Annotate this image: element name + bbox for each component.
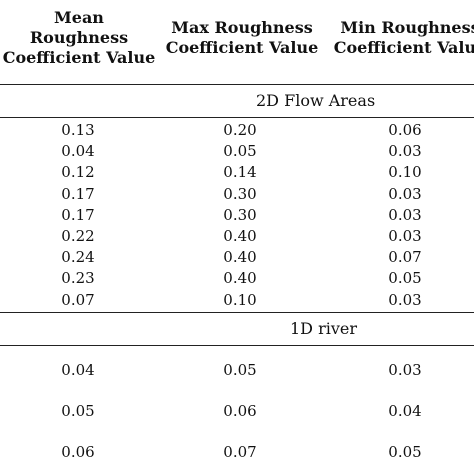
- mean-value-cell: 0.06: [61, 443, 95, 461]
- table-divider: [0, 84, 474, 85]
- max-value-cell: 0.06: [223, 402, 257, 420]
- table-row: 0.23 0.40 0.05: [0, 268, 474, 289]
- header-text: Min Roughness: [340, 18, 474, 37]
- min-value-cell: 0.10: [388, 163, 422, 182]
- max-value-cell: 0.05: [223, 361, 257, 379]
- min-value-cell: 0.06: [388, 121, 422, 139]
- header-text: Coefficient Value: [333, 38, 474, 57]
- max-value-cell: 0.30: [223, 205, 257, 224]
- header-text: Max Roughness: [171, 18, 313, 37]
- min-value-cell: 0.05: [388, 443, 422, 461]
- table-divider: [0, 117, 474, 118]
- section-title-1d-river: 1D river: [290, 319, 358, 338]
- mean-value-cell: 0.23: [61, 269, 95, 288]
- table-row: 0.22 0.40 0.03: [0, 226, 474, 247]
- header-text: Coefficient Value: [165, 38, 319, 57]
- mean-value-cell: 0.17: [61, 184, 95, 203]
- min-value-cell: 0.04: [388, 402, 422, 420]
- min-value-cell: 0.07: [388, 248, 422, 267]
- table-row: 0.13 0.20 0.06: [0, 120, 474, 141]
- mean-value-cell: 0.04: [61, 361, 95, 379]
- header-text: Coefficient Value: [2, 48, 156, 67]
- table-row: 0.05 0.06 0.04: [0, 401, 474, 422]
- section-title-2d-flow-areas: 2D Flow Areas: [256, 91, 376, 110]
- max-value-cell: 0.40: [223, 269, 257, 288]
- max-value-cell: 0.14: [223, 163, 257, 182]
- table-row: 0.07 0.10 0.03: [0, 290, 474, 311]
- mean-value-cell: 0.04: [61, 142, 95, 161]
- header-text: Mean: [54, 8, 104, 27]
- min-value-cell: 0.03: [388, 184, 422, 203]
- header-min-roughness: Min Roughness Coefficient Value: [330, 18, 474, 58]
- mean-value-cell: 0.24: [61, 248, 95, 267]
- mean-value-cell: 0.05: [61, 402, 95, 420]
- max-value-cell: 0.30: [223, 184, 257, 203]
- max-value-cell: 0.40: [223, 227, 257, 245]
- mean-value-cell: 0.13: [61, 121, 95, 139]
- table-row: 0.24 0.40 0.07: [0, 247, 474, 268]
- min-value-cell: 0.05: [388, 269, 422, 288]
- table-divider: [0, 312, 474, 313]
- table-row: 0.12 0.14 0.10: [0, 162, 474, 183]
- max-value-cell: 0.10: [223, 290, 257, 309]
- table-row: 0.17 0.30 0.03: [0, 184, 474, 205]
- min-value-cell: 0.03: [388, 361, 422, 379]
- header-text: Roughness: [29, 28, 129, 47]
- mean-value-cell: 0.22: [61, 227, 95, 245]
- mean-value-cell: 0.07: [61, 290, 95, 309]
- table-row: 0.04 0.05 0.03: [0, 141, 474, 162]
- mean-value-cell: 0.12: [61, 163, 95, 182]
- max-value-cell: 0.07: [223, 443, 257, 461]
- min-value-cell: 0.03: [388, 227, 422, 245]
- max-value-cell: 0.05: [223, 142, 257, 161]
- table-row: 0.04 0.05 0.03: [0, 360, 474, 381]
- min-value-cell: 0.03: [388, 290, 422, 309]
- table-divider: [0, 345, 474, 346]
- header-max-roughness: Max Roughness Coefficient Value: [160, 18, 324, 58]
- min-value-cell: 0.03: [388, 205, 422, 224]
- table-row: 0.06 0.07 0.05: [0, 442, 474, 463]
- table-row: 0.17 0.30 0.03: [0, 205, 474, 226]
- min-value-cell: 0.03: [388, 142, 422, 161]
- mean-value-cell: 0.17: [61, 205, 95, 224]
- max-value-cell: 0.40: [223, 248, 257, 267]
- max-value-cell: 0.20: [223, 121, 257, 139]
- header-mean-roughness: Mean Roughness Coefficient Value: [0, 8, 158, 68]
